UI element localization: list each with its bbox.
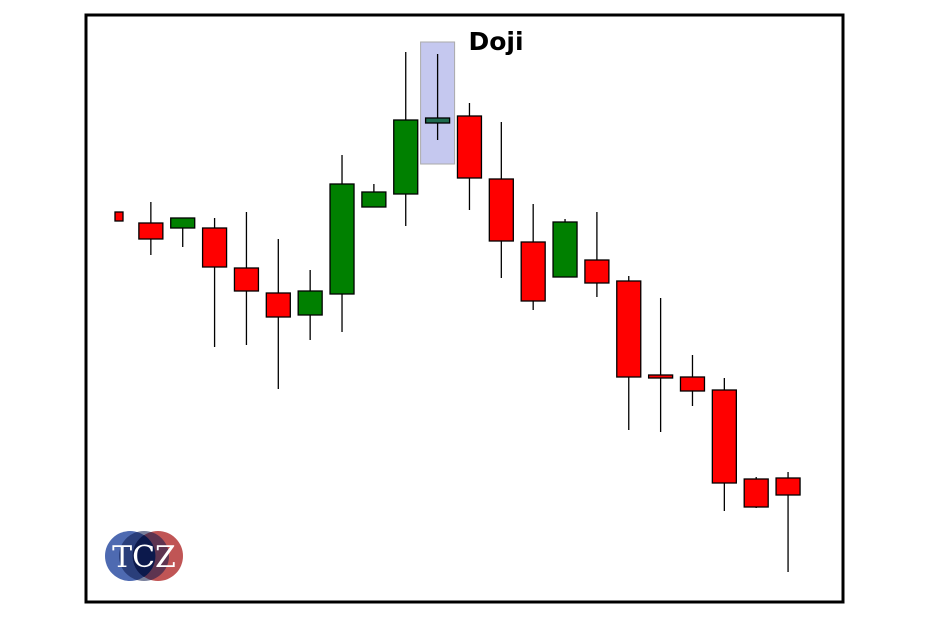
candle-body <box>361 191 387 208</box>
candle-body <box>393 119 419 195</box>
candle-body <box>138 222 164 240</box>
candle-body <box>329 183 355 295</box>
candle-15 <box>552 219 578 278</box>
candle-body <box>647 374 674 379</box>
candle-13 <box>488 122 514 278</box>
candle-7 <box>297 270 323 340</box>
candle-body <box>552 221 578 278</box>
candle-21 <box>743 477 769 508</box>
candle-3 <box>170 217 196 247</box>
candle-body <box>775 477 801 496</box>
candle-body <box>584 259 610 284</box>
svg-text:TCZ: TCZ <box>112 540 176 575</box>
candle-2 <box>138 202 164 255</box>
candle-body <box>170 217 196 229</box>
candle-14 <box>520 204 546 310</box>
candle-body <box>114 211 124 222</box>
tcz-logo: TCZ <box>105 531 183 581</box>
candle-6 <box>265 239 291 389</box>
candle-body <box>520 241 546 302</box>
candle-12 <box>456 103 483 210</box>
chart-frame <box>84 13 845 604</box>
candle-22 <box>775 472 801 572</box>
candle-16 <box>584 212 610 297</box>
chart-title: Doji <box>468 27 523 56</box>
candle-5 <box>233 212 260 345</box>
candle-body <box>233 267 260 292</box>
candle-body <box>424 117 451 124</box>
candle-11 <box>424 54 451 140</box>
candle-body <box>201 227 228 268</box>
candle-8 <box>329 155 355 332</box>
candle-1 <box>114 211 124 222</box>
candle-9 <box>361 184 387 208</box>
candle-body <box>616 280 642 378</box>
candle-body <box>488 178 514 242</box>
candle-20 <box>711 378 737 511</box>
candle-4 <box>201 218 228 347</box>
candle-18 <box>647 298 674 432</box>
candle-17 <box>616 276 642 430</box>
candle-body <box>679 376 706 392</box>
candle-body <box>456 115 483 179</box>
candle-body <box>743 478 769 508</box>
candle-body <box>297 290 323 316</box>
candle-10 <box>393 52 419 226</box>
candle-body <box>265 292 291 318</box>
candle-19 <box>679 355 706 406</box>
candle-body <box>711 389 737 484</box>
